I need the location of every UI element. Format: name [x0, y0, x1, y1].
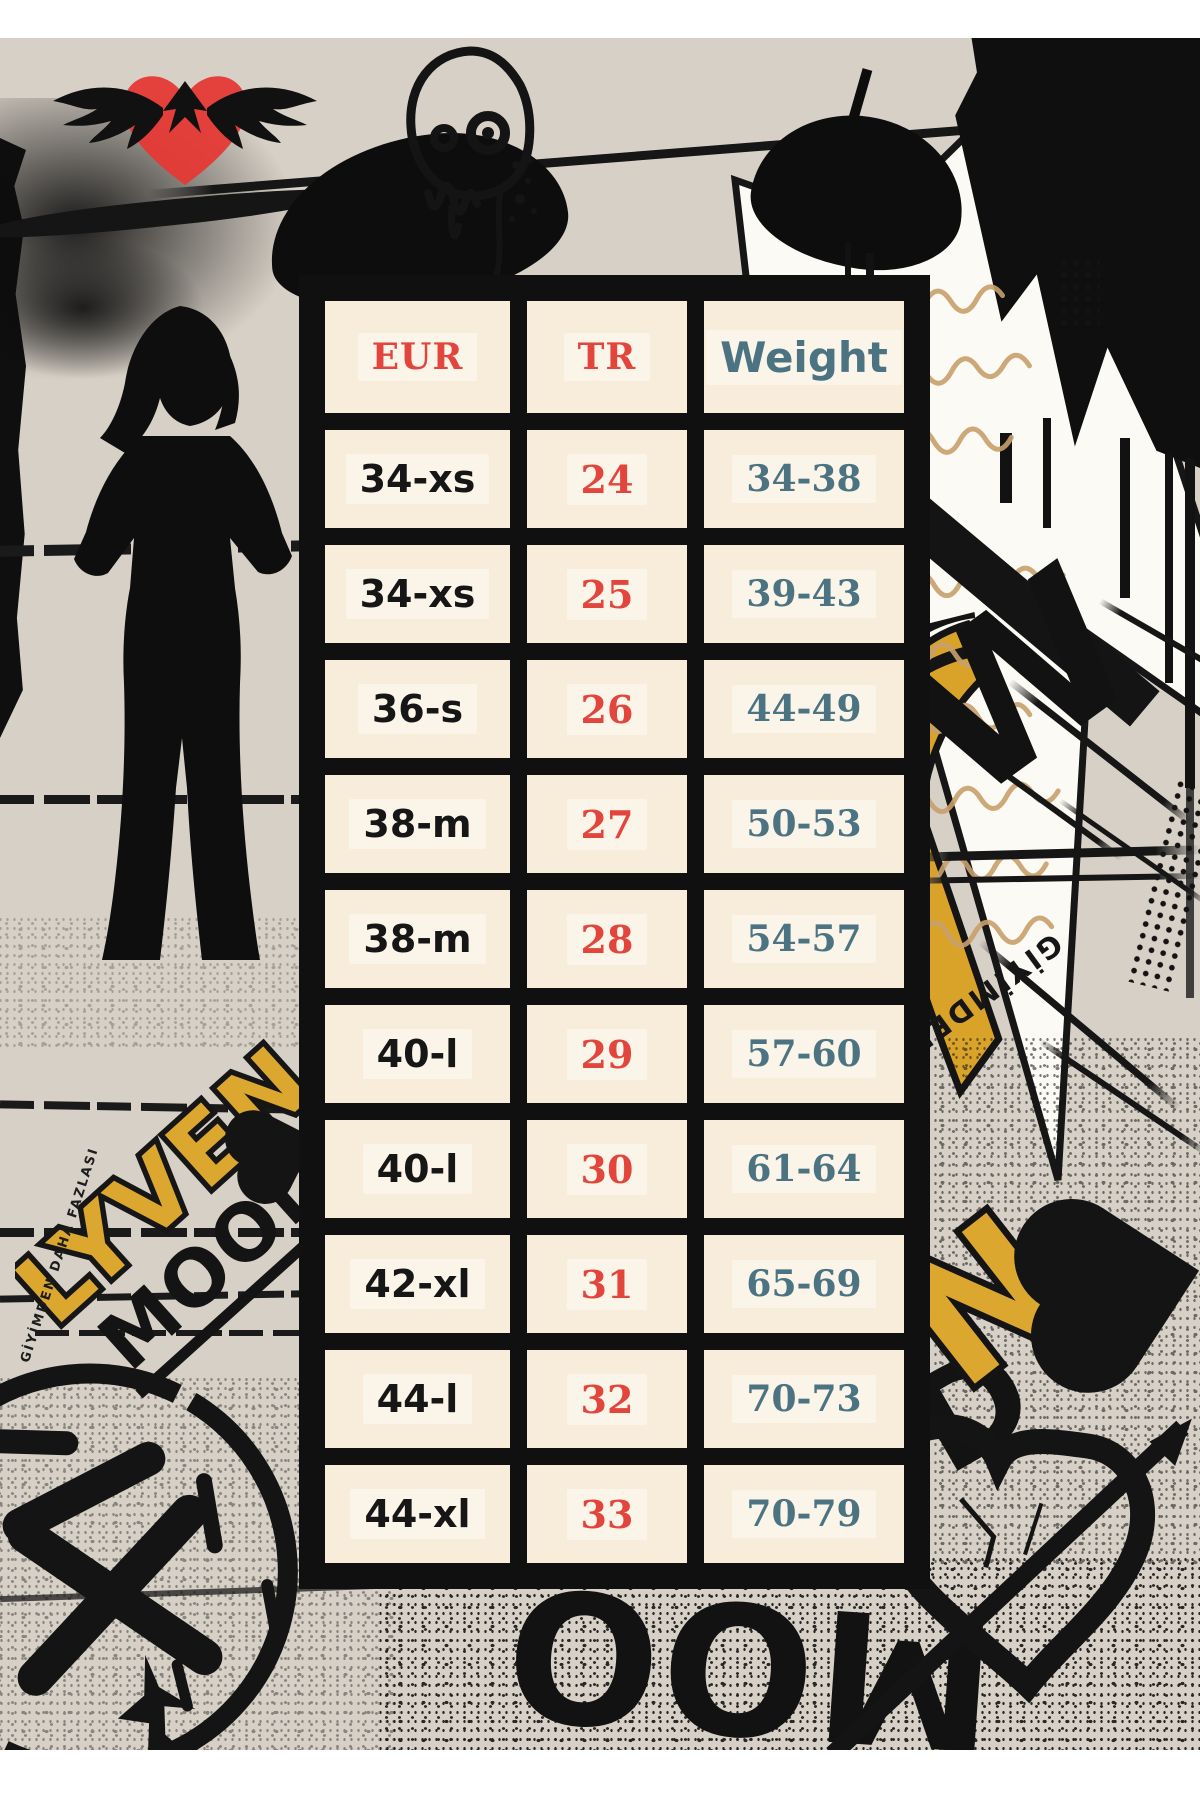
eur-cell: 40-l — [325, 1005, 510, 1103]
weight-cell: 57-60 — [704, 1005, 904, 1103]
skull-icon — [406, 46, 537, 282]
scratch-line — [35, 1330, 300, 1336]
speckle-texture — [0, 918, 340, 1048]
paint-drip — [1165, 453, 1173, 683]
tr-cell: 27 — [527, 775, 687, 873]
winged-heart-icon — [53, 76, 317, 185]
tr-cell: 30 — [527, 1120, 687, 1218]
column-header-weight: Weight — [704, 301, 904, 413]
eur-cell: 38-m — [325, 890, 510, 988]
heart-icon — [1039, 1207, 1200, 1368]
weight-cell: 70-79 — [704, 1465, 904, 1563]
weight-cell: 34-38 — [704, 430, 904, 528]
column-header-tr: TR — [527, 301, 687, 413]
halftone-dots — [1058, 257, 1100, 327]
tr-cell: 31 — [527, 1235, 687, 1333]
paint-drip — [1043, 418, 1051, 528]
eur-cell: 36-s — [325, 660, 510, 758]
column-header-label: TR — [563, 333, 651, 381]
airplane-icon — [117, 1654, 196, 1750]
tr-cell: 29 — [527, 1005, 687, 1103]
eur-cell: 44-l — [325, 1350, 510, 1448]
tr-cell: 33 — [527, 1465, 687, 1563]
weight-cell: 39-43 — [704, 545, 904, 643]
column-header-label: EUR — [357, 333, 478, 381]
tr-cell: 26 — [527, 660, 687, 758]
woman-silhouette — [74, 306, 292, 960]
weight-cell: 65-69 — [704, 1235, 904, 1333]
eur-cell: 38-m — [325, 775, 510, 873]
tr-cell: 28 — [527, 890, 687, 988]
paint-drip — [1185, 458, 1195, 788]
tr-cell: 32 — [527, 1350, 687, 1448]
eur-cell: 34-xs — [325, 545, 510, 643]
weight-cell: 61-64 — [704, 1120, 904, 1218]
paint-drip — [1120, 438, 1130, 598]
eur-cell: 42-xl — [325, 1235, 510, 1333]
weight-cell: 44-49 — [704, 660, 904, 758]
tr-cell: 24 — [527, 430, 687, 528]
scratch-line — [0, 1228, 300, 1237]
eur-cell: 44-xl — [325, 1465, 510, 1563]
tr-cell: 25 — [527, 545, 687, 643]
weight-cell: 50-53 — [704, 775, 904, 873]
size-chart-table: EUR TR Weight 34-xs 24 34-38 34-xs 25 39-43 36… — [299, 275, 930, 1589]
weight-cell: 70-73 — [704, 1350, 904, 1448]
eur-cell: 34-xs — [325, 430, 510, 528]
artwork-area: W GİYİMDEN LYVEN MOOD GİYİMDEN DAHA — [0, 38, 1200, 1750]
column-header-label: Weight — [706, 329, 902, 385]
paint-drip — [845, 243, 851, 298]
weight-cell: 54-57 — [704, 890, 904, 988]
eur-cell: 40-l — [325, 1120, 510, 1218]
x-face-stamp-icon — [0, 1363, 298, 1750]
column-header-eur: EUR — [325, 301, 510, 413]
